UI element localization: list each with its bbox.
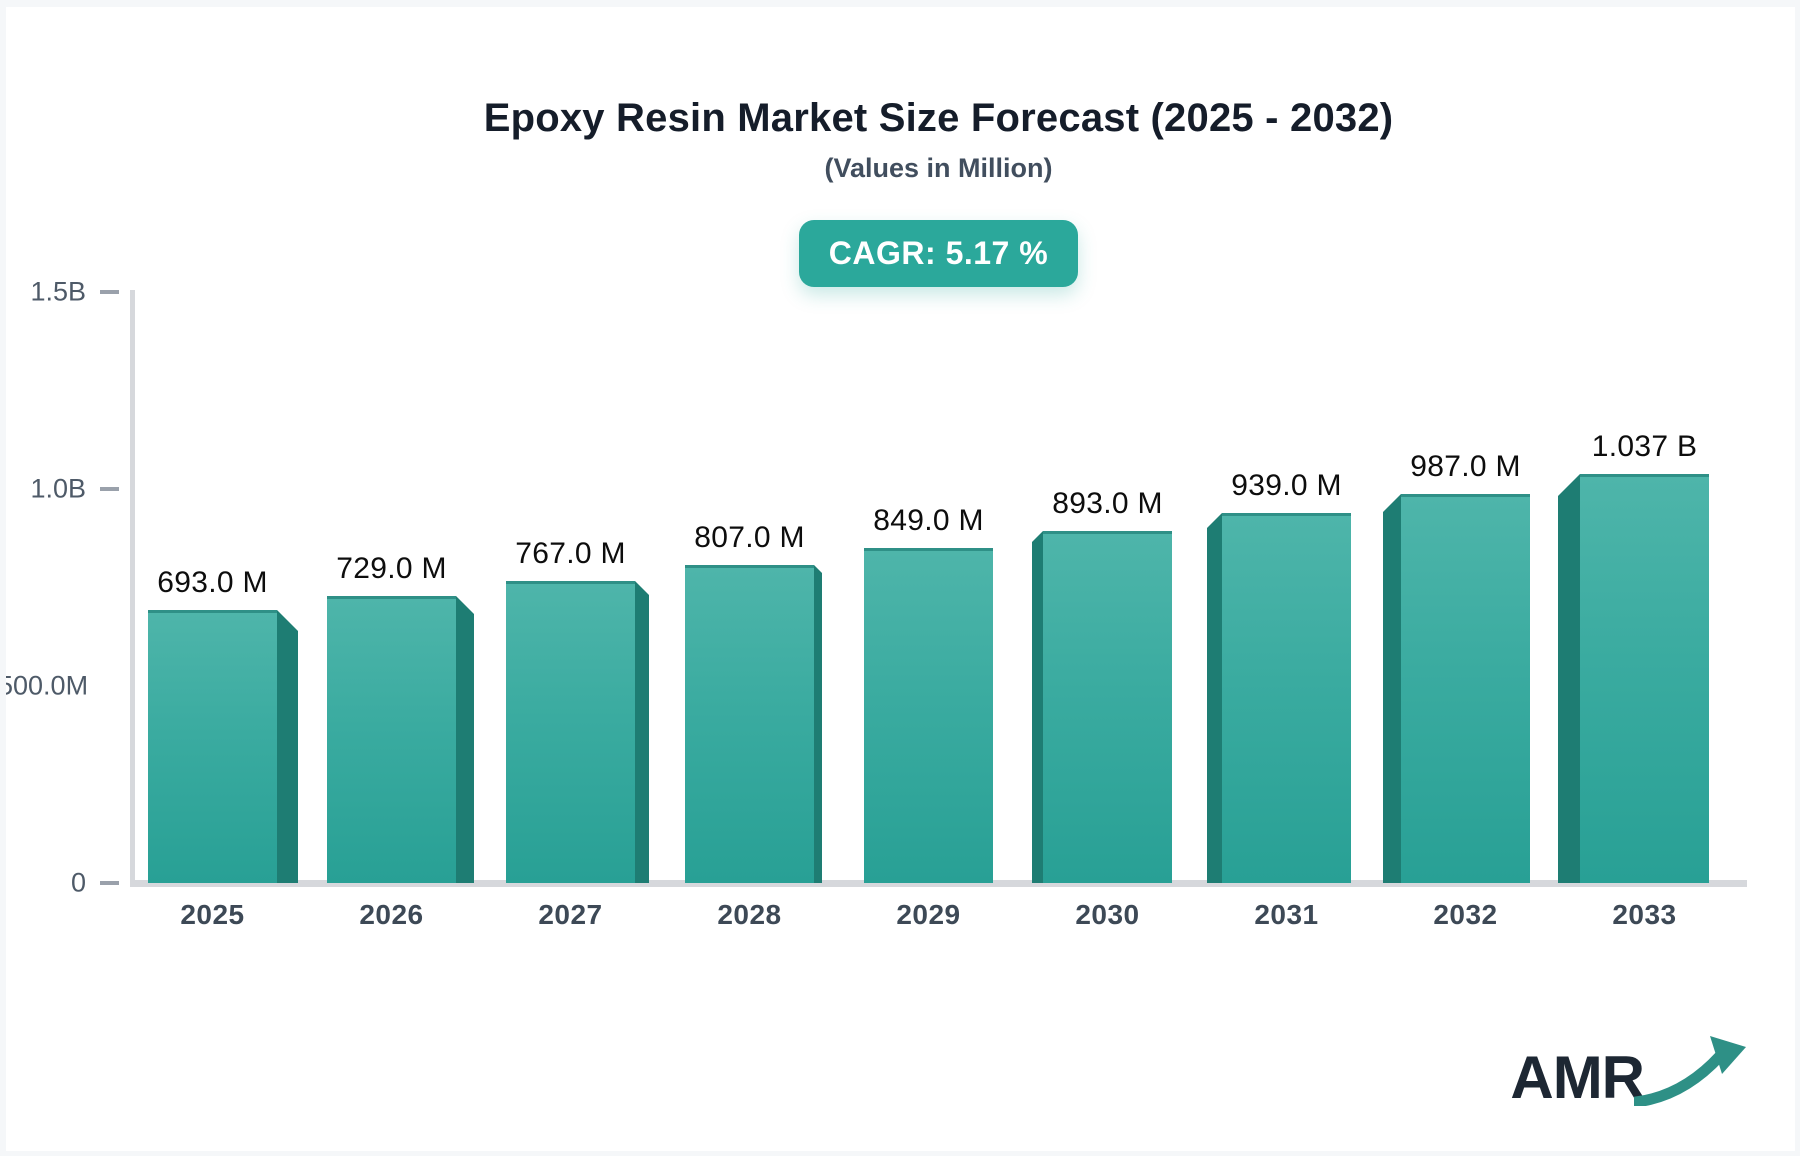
edge-right: [1795, 0, 1800, 1156]
bar-value-label: 939.0 M: [1231, 469, 1342, 502]
x-tick-label-2025: 2025: [180, 899, 245, 930]
bar-value-label: 807.0 M: [694, 521, 805, 554]
y-tick-label: 500.0M: [0, 670, 89, 701]
y-tick-dash: [100, 289, 119, 294]
growth-arrow-icon: [1634, 1036, 1746, 1106]
x-tick-label-2026: 2026: [359, 899, 424, 930]
bar-side-2028: [814, 565, 822, 883]
x-tick-label-2027: 2027: [538, 899, 603, 930]
bar-value-label: 1.037 B: [1591, 430, 1698, 463]
page-title: Epoxy Resin Market Size Forecast (2025 -…: [483, 96, 1394, 140]
bar-2030: [1043, 531, 1172, 883]
y-tick-label: 1.5B: [30, 276, 86, 307]
bar-2033: [1580, 474, 1709, 883]
bar-value-label: 729.0 M: [336, 552, 447, 585]
bar-value-label: 849.0 M: [873, 504, 984, 537]
bar-2029: [864, 548, 993, 883]
y-tick-label: 1.0B: [30, 473, 86, 504]
bar-side-2033: [1558, 474, 1580, 883]
bar-2031: [1222, 513, 1351, 883]
edge-top: [0, 0, 1800, 7]
x-tick-label-2032: 2032: [1433, 899, 1498, 930]
x-tick-label-2033: 2033: [1612, 899, 1677, 930]
bar-side-2027: [635, 581, 649, 883]
bar-2026: [327, 596, 456, 883]
y-axis-line: [130, 290, 135, 887]
edge-bottom: [0, 1151, 1800, 1156]
bar-value-label: 893.0 M: [1052, 487, 1163, 520]
bar-side-2031: [1207, 513, 1222, 883]
x-tick-label-2028: 2028: [717, 899, 782, 930]
x-tick-label-2030: 2030: [1075, 899, 1140, 930]
y-tick-dash: [100, 881, 119, 885]
edge-left: [0, 0, 6, 1156]
bar-2027: [506, 581, 635, 883]
y-tick-label: 0: [70, 867, 86, 898]
y-tick-dash: [100, 486, 119, 491]
chart-header: Epoxy Resin Market Size Forecast (2025 -…: [130, 0, 1747, 287]
plot-area: 1.5B 1.0B 500.0M 0 693.0 M 2025 729.0 M 2026 767…: [0, 276, 1747, 930]
x-axis-line: [130, 880, 1747, 887]
cagr-badge: CAGR: 5.17 %: [798, 220, 1079, 287]
bar-side-2030: [1032, 531, 1043, 883]
bar-value-label: 987.0 M: [1410, 450, 1521, 483]
x-tick-label-2031: 2031: [1254, 899, 1319, 930]
bar-2032: [1401, 494, 1530, 883]
bar-value-label: 767.0 M: [515, 537, 626, 570]
page-subtitle: (Values in Million): [824, 153, 1053, 183]
bar-side-2025: [277, 610, 298, 883]
bar-2028: [685, 565, 814, 883]
bar-side-2026: [456, 596, 474, 883]
bar-2025: [148, 610, 277, 883]
amr-logo: AMR: [1510, 1036, 1752, 1108]
bar-side-2032: [1383, 494, 1401, 883]
x-tick-label-2029: 2029: [896, 899, 961, 930]
bar-value-label: 693.0 M: [157, 566, 268, 599]
amr-logo-text: AMR: [1510, 1044, 1645, 1111]
